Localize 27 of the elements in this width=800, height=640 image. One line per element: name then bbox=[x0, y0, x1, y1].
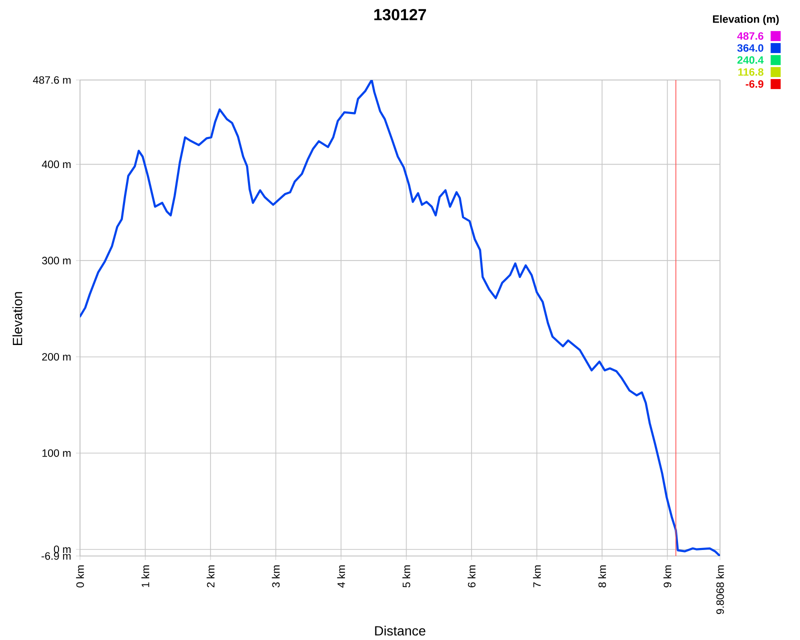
x-tick-label: 9.8068 km bbox=[716, 565, 724, 614]
x-tick-label: 7 km bbox=[532, 565, 541, 588]
x-tick-label: 2 km bbox=[206, 565, 214, 588]
y-tick-label: 487.6 m bbox=[33, 76, 71, 84]
color-bar-label: 240.4 bbox=[737, 56, 764, 64]
color-bar-title: Elevation (m) bbox=[713, 15, 779, 25]
x-tick-label: 8 km bbox=[598, 565, 606, 588]
chart-title: 130127 bbox=[374, 8, 426, 20]
color-bar-label: 364.0 bbox=[737, 44, 764, 52]
x-axis-title: Distance bbox=[375, 626, 426, 636]
line-series bbox=[80, 80, 720, 556]
color-bar-label: -6.9 bbox=[746, 80, 764, 88]
y-tick-label: 400 m bbox=[42, 160, 71, 168]
y-tick-label: 100 m bbox=[42, 449, 71, 457]
y-tick-label: -6.9 m bbox=[42, 552, 71, 560]
x-tick-label: 5 km bbox=[402, 565, 410, 588]
x-tick-label: 4 km bbox=[337, 565, 345, 588]
y-tick-label: 200 m bbox=[42, 353, 71, 361]
y-axis-title: Elevation bbox=[12, 292, 22, 345]
color-bar-label: 487.6 bbox=[737, 32, 764, 40]
x-tick-label: 3 km bbox=[272, 565, 280, 588]
x-tick-label: 1 km bbox=[141, 565, 150, 588]
x-tick-label: 0 km bbox=[76, 565, 84, 588]
y-tick-label: 300 m bbox=[42, 256, 71, 264]
x-tick-label: 6 km bbox=[468, 565, 476, 588]
x-tick-label: 9 km bbox=[663, 565, 672, 588]
color-bar-label: 116.8 bbox=[738, 68, 764, 76]
